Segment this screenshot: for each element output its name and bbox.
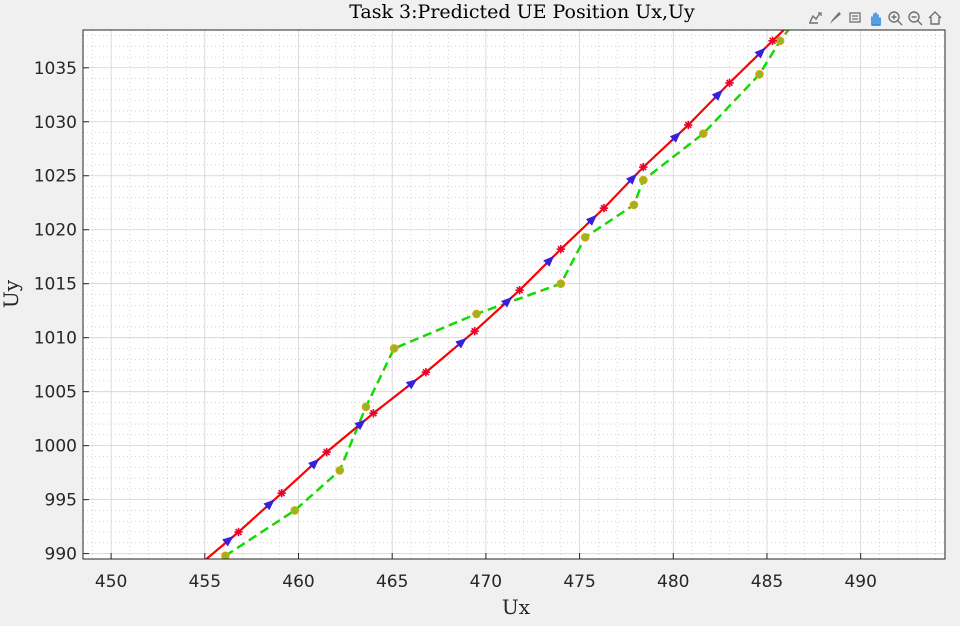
true-point-marker (369, 409, 378, 418)
y-tick-label: 1030 (34, 113, 77, 133)
y-axis-ticks: 990 995 1000 1005 1010 1015 1020 1025 1030 1035 (34, 59, 89, 565)
predicted-point-marker (361, 402, 371, 412)
direction-arrow (585, 214, 598, 226)
predicted-point-marker (290, 506, 300, 515)
y-tick-label: 1025 (34, 167, 77, 187)
x-tick-label: 485 (751, 572, 783, 592)
predicted-point-marker (755, 69, 764, 79)
zoom-out-icon[interactable] (906, 9, 924, 27)
predicted-point-marker (580, 232, 590, 242)
home-icon[interactable] (926, 9, 944, 27)
true-point-marker (556, 244, 566, 254)
chart-title: Task 3:Predicted UE Position Ux,Uy (349, 1, 695, 23)
true-point-marker (684, 120, 693, 130)
predicted-point-marker (556, 279, 566, 289)
true-point-marker (810, 0, 818, 5)
x-axis-label: Ux (502, 595, 531, 619)
x-axis-ticks: 450 455 460 465 470 475 480 485 490 (95, 553, 877, 592)
x-tick-label: 450 (95, 572, 127, 592)
major-grid (83, 30, 945, 559)
y-axis-label: Uy (0, 279, 23, 308)
direction-arrow (501, 296, 513, 308)
predicted-point-marker (797, 10, 804, 17)
x-tick-label: 460 (282, 572, 314, 592)
direction-arrow (308, 458, 320, 470)
brush-icon[interactable] (826, 9, 844, 27)
true-point-marker (515, 285, 524, 295)
series-layer (204, 0, 818, 559)
y-tick-label: 1000 (34, 437, 77, 457)
true-point-marker (768, 36, 777, 45)
axes-box (82, 29, 946, 560)
predicted-point-marker (639, 175, 648, 185)
true-point-marker (322, 447, 331, 457)
direction-arrow (669, 131, 681, 143)
x-tick-label: 470 (470, 572, 502, 592)
direction-arrow (626, 173, 637, 185)
true-point-marker (421, 368, 431, 377)
direction-arrow (754, 47, 766, 59)
x-tick-label: 490 (844, 572, 876, 592)
direction-arrow (222, 535, 234, 547)
direction-arrow (405, 378, 418, 390)
true-point-marker (234, 527, 243, 537)
x-tick-label: 475 (563, 572, 595, 592)
predicted-point-marker (221, 551, 230, 559)
x-tick-label: 465 (376, 572, 408, 592)
y-tick-label: 1010 (34, 329, 77, 349)
true-point-marker (599, 203, 609, 213)
direction-arrow (711, 89, 723, 101)
true-point-marker (277, 488, 286, 498)
y-tick-label: 995 (45, 491, 77, 511)
true-point-marker (639, 162, 648, 172)
y-tick-label: 1020 (34, 221, 77, 241)
predicted-point-marker (389, 344, 399, 353)
minor-grid (83, 30, 945, 559)
y-tick-label: 1005 (34, 383, 77, 403)
x-tick-label: 480 (657, 572, 689, 592)
y-tick-label: 1015 (34, 275, 77, 295)
predicted-point-marker (698, 129, 708, 138)
datatip-icon[interactable] (846, 9, 864, 27)
direction-arrow (543, 255, 555, 267)
predicted-point-marker (775, 36, 785, 46)
direction-arrow (354, 419, 366, 431)
y-tick-label: 1035 (34, 59, 77, 79)
direction-arrow (263, 499, 275, 511)
predicted-point-marker (629, 200, 639, 210)
zoom-in-icon[interactable] (886, 9, 904, 27)
true-point-marker (725, 78, 734, 88)
predicted-point-marker (472, 309, 481, 319)
true-point-marker (470, 327, 479, 336)
axes-toolbar (806, 8, 944, 28)
series-predicted-overlay (225, 30, 790, 557)
pan-icon[interactable] (866, 9, 884, 27)
predicted-point-marker (335, 466, 345, 475)
y-tick-label: 990 (45, 545, 77, 565)
x-tick-label: 455 (189, 572, 221, 592)
direction-arrow (455, 337, 467, 349)
export-icon[interactable] (806, 9, 824, 27)
